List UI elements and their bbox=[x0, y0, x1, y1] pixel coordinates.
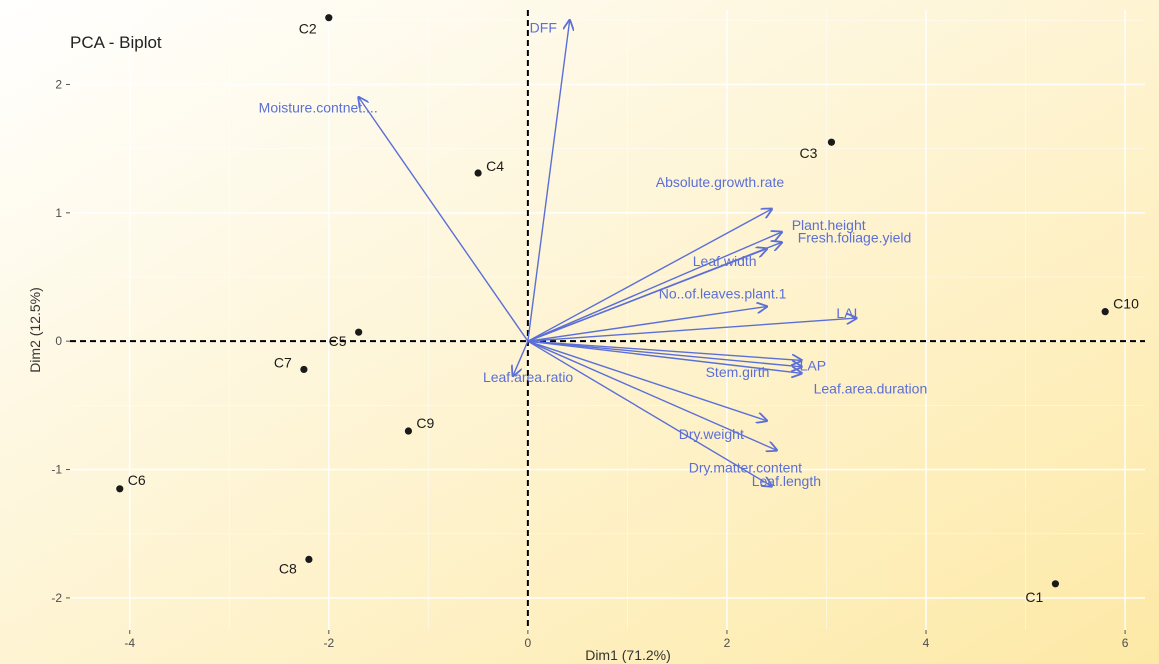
arrow-lai bbox=[527, 318, 856, 342]
x-tick-label: -4 bbox=[124, 636, 135, 650]
arrow-label-leaf-area-ratio: Leaf.area.ratio bbox=[483, 369, 573, 385]
arrow-label-fresh-foliage-yield: Fresh.foliage.yield bbox=[798, 229, 912, 245]
arrow-dry-weight bbox=[527, 340, 767, 421]
arrow-label-absolute-growth-rate: Absolute.growth.rate bbox=[656, 174, 785, 190]
grid-layer bbox=[70, 10, 1145, 630]
arrow-moisture-contnet bbox=[359, 97, 529, 342]
point-c1 bbox=[1051, 580, 1060, 588]
axis-ticks: -4 -2 0 2 4 6 -2 -1 0 1 2 bbox=[51, 77, 1128, 650]
arrow-label-leaf-area-duration: Leaf.area.duration bbox=[814, 380, 928, 396]
arrow-label-dry-weight: Dry.weight bbox=[679, 426, 744, 442]
x-tick-label: 0 bbox=[525, 636, 532, 650]
point-label-c10: C10 bbox=[1113, 296, 1139, 312]
x-axis-title: Dim1 (71.2%) bbox=[585, 647, 671, 663]
point-c5 bbox=[355, 328, 363, 336]
point-c10 bbox=[1101, 308, 1109, 316]
point-c3 bbox=[827, 138, 836, 146]
point-c9 bbox=[404, 427, 413, 435]
arrow-lap bbox=[527, 340, 802, 360]
point-label-c2: C2 bbox=[299, 21, 317, 37]
arrow-no-of-leaves-plant-1 bbox=[527, 307, 767, 342]
point-c4 bbox=[474, 169, 482, 177]
arrow-label-lap: LAP bbox=[800, 357, 826, 373]
individual-points: C1 C2 C3 C4 C5 C6 C7 C8 C9 C10 bbox=[116, 14, 1139, 605]
point-c7 bbox=[300, 365, 308, 374]
x-tick-label: 2 bbox=[724, 636, 731, 650]
point-label-c4: C4 bbox=[486, 158, 504, 174]
arrow-leaf-length bbox=[527, 340, 772, 486]
point-label-c5: C5 bbox=[329, 333, 347, 349]
point-c6 bbox=[116, 485, 124, 493]
point-label-c1: C1 bbox=[1025, 589, 1043, 605]
arrow-dff bbox=[527, 20, 570, 342]
arrow-dry-matter-content bbox=[527, 340, 777, 450]
point-label-c7: C7 bbox=[274, 354, 292, 370]
y-tick-label: -2 bbox=[51, 591, 62, 605]
zero-lines bbox=[70, 10, 1145, 630]
point-c2 bbox=[325, 14, 333, 22]
arrow-label-dff: DFF bbox=[530, 19, 557, 35]
arrow-label-plant-height: Plant.height bbox=[792, 217, 866, 233]
y-axis-title: Dim2 (12.5%) bbox=[27, 287, 43, 373]
x-tick-label: -2 bbox=[323, 636, 334, 650]
arrow-absolute-growth-rate bbox=[527, 209, 772, 342]
arrow-label-dry-matter-content: Dry.matter.content bbox=[689, 459, 802, 475]
variable-arrows: DFF Moisture.contnet.... Absolute.growth.r… bbox=[259, 19, 928, 489]
point-label-c3: C3 bbox=[799, 145, 817, 161]
y-tick-label: 0 bbox=[55, 334, 62, 348]
point-c8 bbox=[305, 555, 313, 563]
arrow-label-leaf-width: Leaf.width bbox=[693, 253, 757, 269]
arrow-label-leaf-length: Leaf.length bbox=[752, 473, 821, 489]
arrow-leaf-area-duration bbox=[527, 340, 802, 373]
point-label-c9: C9 bbox=[416, 415, 434, 431]
y-tick-label: 1 bbox=[55, 206, 62, 220]
arrow-label-lai: LAI bbox=[836, 305, 857, 321]
y-tick-label: -1 bbox=[51, 463, 62, 477]
arrow-plant-height bbox=[527, 232, 782, 342]
arrow-stem-girth bbox=[527, 340, 802, 367]
chart-title: PCA - Biplot bbox=[70, 33, 162, 52]
arrow-label-moisture-contnet: Moisture.contnet.... bbox=[259, 99, 378, 115]
arrow-leaf-area-ratio bbox=[513, 340, 529, 376]
y-tick-label: 2 bbox=[55, 77, 62, 91]
point-label-c8: C8 bbox=[279, 560, 297, 576]
arrow-label-no-of-leaves-plant-1: No..of.leaves.plant.1 bbox=[659, 286, 787, 302]
x-tick-label: 6 bbox=[1122, 636, 1129, 650]
arrow-leaf-width bbox=[527, 249, 767, 342]
x-tick-label: 4 bbox=[923, 636, 930, 650]
point-label-c6: C6 bbox=[128, 472, 146, 488]
